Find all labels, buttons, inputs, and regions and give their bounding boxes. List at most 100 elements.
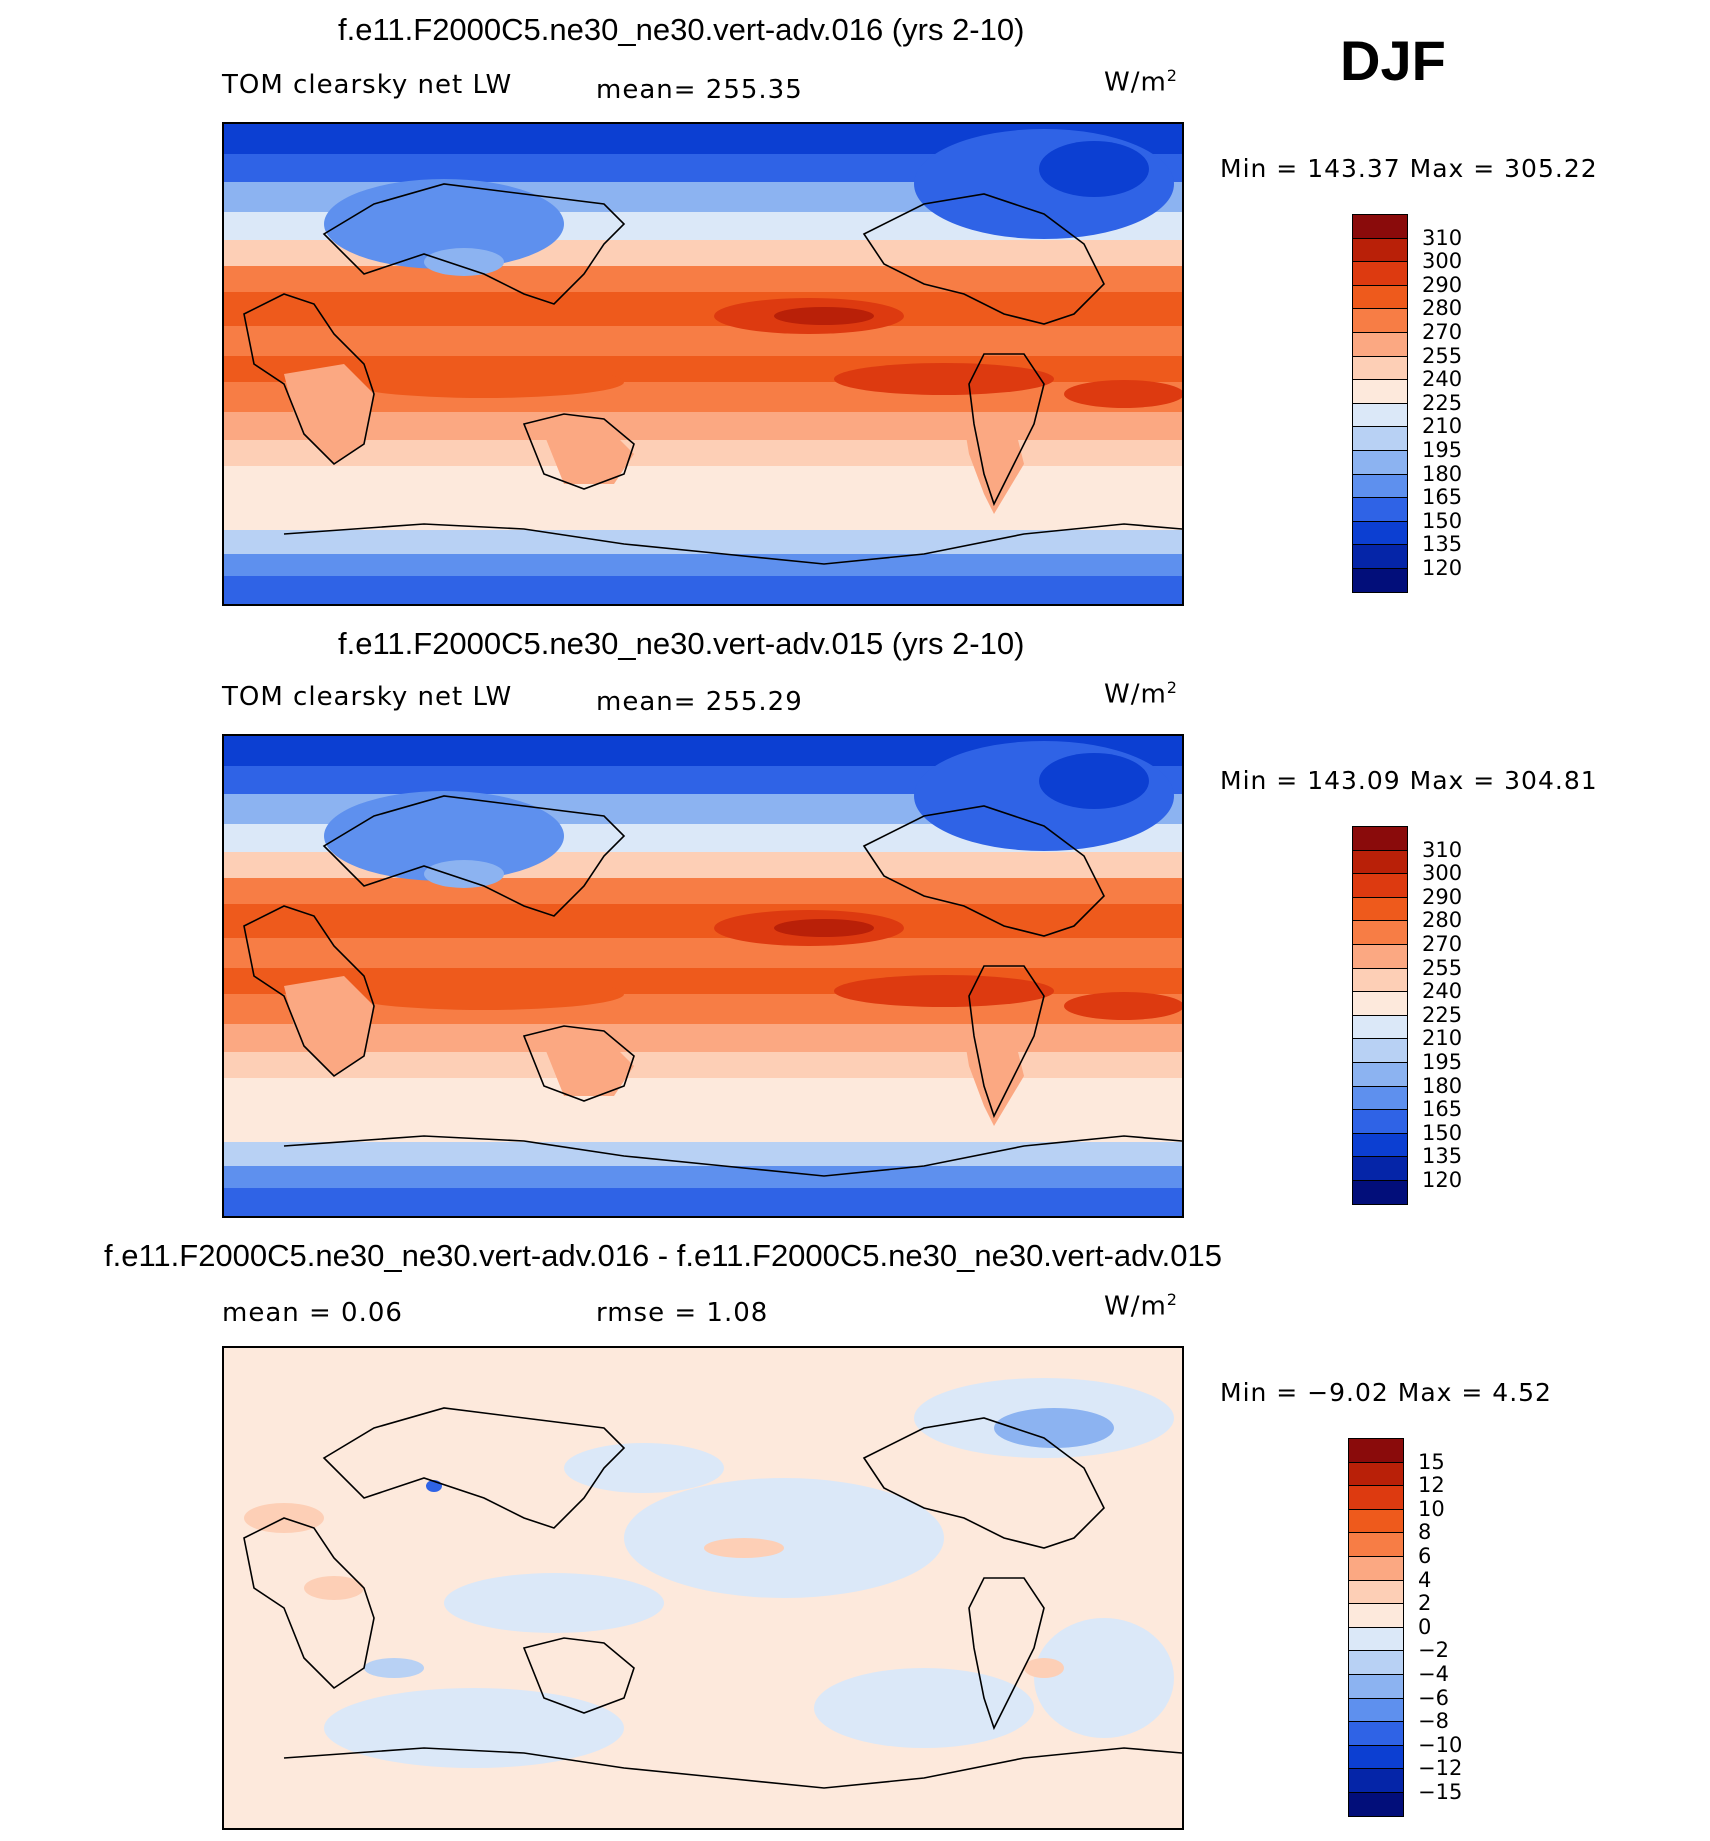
warm-band: [834, 975, 1054, 1007]
colorbar-tick-label: 270: [1422, 932, 1463, 956]
colorbar-tick-label: −4: [1418, 1662, 1449, 1686]
colorbar-box: [1352, 1132, 1408, 1158]
colorbar-tick-label: 290: [1422, 884, 1463, 909]
band: [224, 292, 1182, 326]
colorbar-box: [1352, 1038, 1408, 1063]
coastline: [322, 183, 626, 305]
panel-1-variable-label: TOM clearsky net LW: [222, 70, 513, 100]
tibet: [424, 248, 504, 276]
colorbar-tick-label: 10: [1418, 1496, 1445, 1521]
cold-core: [1039, 141, 1149, 197]
colorbar-box: [1352, 237, 1408, 263]
colorbar-box: [1348, 1768, 1404, 1793]
colorbar-box: [1352, 379, 1408, 404]
coastline: [322, 1407, 626, 1529]
season-label: DJF: [1340, 29, 1446, 92]
colorbar-tick-label: 2: [1418, 1591, 1432, 1616]
colorbar-box: [1348, 1461, 1404, 1487]
colorbar-tick-label: 150: [1422, 508, 1463, 533]
land-warm: [284, 364, 374, 464]
band: [224, 326, 1182, 356]
colorbar-box: [1348, 1532, 1404, 1557]
colorbar-box: [1352, 568, 1408, 593]
panel-3-title: f.e11.F2000C5.ne30_ne30.vert-adv.016 - f…: [104, 1238, 1222, 1273]
band: [224, 412, 1182, 440]
colorbar-box: [1352, 1014, 1408, 1040]
colorbar-tick-label: −8: [1418, 1709, 1449, 1734]
band: [224, 1188, 1182, 1216]
colorbar-box: [1348, 1603, 1404, 1628]
band: [224, 1024, 1182, 1052]
colorbar-box: [1348, 1721, 1404, 1746]
coastline: [968, 353, 1045, 507]
colorbar-tick-label: 255: [1422, 955, 1463, 980]
colorbar-box: [1348, 1792, 1404, 1817]
tibet: [424, 860, 504, 888]
colorbar-box: [1352, 450, 1408, 475]
coastline: [862, 805, 1105, 937]
coastline: [243, 1517, 375, 1690]
colorbar-tick-label: −12: [1418, 1756, 1463, 1781]
warm-anomaly: [1024, 1658, 1064, 1678]
colorbar-box: [1352, 214, 1408, 239]
colorbar-box: [1352, 1180, 1408, 1205]
cool-anomaly: [814, 1668, 1034, 1748]
colorbar-box: [1352, 426, 1408, 451]
band: [224, 1078, 1182, 1108]
warm-pool-core: [774, 307, 874, 325]
colorbar-box: [1352, 332, 1408, 357]
colorbar-box: [1352, 849, 1408, 875]
cool-anomaly: [444, 1573, 664, 1633]
colorbar-box: [1348, 1485, 1404, 1510]
coastline: [968, 1577, 1045, 1731]
colorbar-tick-label: 280: [1422, 296, 1463, 321]
coastline: [283, 1747, 1182, 1789]
warm-band: [344, 978, 624, 1010]
colorbar-tick-label: 150: [1422, 1120, 1463, 1145]
panel-2-units: W/m2: [1104, 678, 1178, 710]
colorbar-box: [1352, 1109, 1408, 1134]
coastline: [243, 293, 375, 466]
colorbar-tick-label: 300: [1422, 249, 1463, 274]
colorbar-box: [1352, 991, 1408, 1016]
colorbar-tick-label: 4: [1418, 1567, 1432, 1592]
band: [224, 878, 1182, 904]
colorbar-box: [1352, 873, 1408, 898]
colorbar-tick-label: 12: [1418, 1473, 1445, 1498]
warm-band: [344, 366, 624, 398]
coastline: [522, 413, 635, 490]
colorbar-tick-label: 120: [1422, 1168, 1463, 1192]
coastline: [283, 1135, 1182, 1177]
colorbar-tick-label: 290: [1422, 272, 1463, 297]
colorbar-tick-label: −10: [1418, 1732, 1463, 1757]
colorbar-tick-label: 225: [1422, 390, 1463, 415]
panel-3-units: W/m2: [1104, 1290, 1178, 1322]
colorbar-box: [1352, 1156, 1408, 1181]
band: [224, 266, 1182, 292]
colorbar-tick-label: −15: [1418, 1780, 1463, 1804]
colorbar-tick-label: 165: [1422, 485, 1463, 510]
panel-1-title: f.e11.F2000C5.ne30_ne30.vert-adv.016 (yr…: [338, 12, 1025, 47]
cool-anomaly: [624, 1478, 944, 1598]
colorbar-box: [1348, 1626, 1404, 1652]
panel-1-mean-label: mean= 255.35: [596, 75, 803, 105]
colorbar-box: [1352, 402, 1408, 428]
coastline: [322, 795, 626, 917]
colorbar-tick-label: 6: [1418, 1544, 1432, 1568]
cool-anomaly: [564, 1443, 724, 1493]
band: [224, 466, 1182, 496]
colorbar-tick-label: 8: [1418, 1520, 1432, 1545]
colorbar-tick-label: 270: [1422, 320, 1463, 344]
warm-band: [834, 363, 1054, 395]
band: [224, 554, 1182, 576]
cool-anomaly: [1034, 1618, 1174, 1738]
panel-1-units: W/m2: [1104, 66, 1178, 98]
colorbar-box: [1352, 1085, 1408, 1111]
colorbar-box: [1352, 473, 1408, 499]
colorbar-tick-label: 255: [1422, 343, 1463, 368]
colorbar-tick-label: 240: [1422, 367, 1463, 392]
colorbar-tick-label: −6: [1418, 1685, 1449, 1710]
warm-pool-core: [774, 919, 874, 937]
panel-3-rmse-label: rmse = 1.08: [596, 1298, 769, 1328]
coastline: [862, 193, 1105, 325]
